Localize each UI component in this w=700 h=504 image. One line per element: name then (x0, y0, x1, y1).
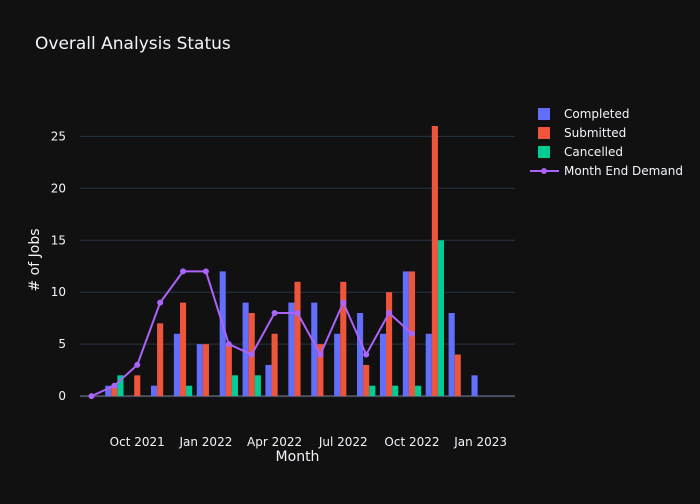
y-tick-label: 20 (51, 181, 66, 195)
bar-completed (288, 302, 295, 397)
bar-completed (357, 312, 364, 397)
bar-submitted (271, 333, 278, 397)
bar-submitted (454, 354, 461, 397)
x-tick-label: Oct 2021 (110, 435, 165, 449)
line-point (180, 268, 187, 275)
x-tick-label: Jan 2023 (453, 435, 507, 449)
bar-cancelled (117, 375, 124, 397)
bar-submitted (134, 375, 141, 397)
line-point (340, 299, 347, 306)
x-tick-label: Jul 2022 (318, 435, 368, 449)
x-tick-label: Jan 2022 (178, 435, 232, 449)
line-point (88, 393, 95, 400)
line-point (386, 309, 393, 316)
legend-marker (541, 168, 547, 174)
legend-swatch-bar (538, 127, 550, 139)
chart-title: Overall Analysis Status (35, 34, 231, 54)
legend-label: Submitted (564, 126, 626, 140)
bar-completed (448, 312, 455, 397)
bar-cancelled (415, 385, 422, 397)
bar-completed (219, 271, 226, 397)
line-point (363, 351, 370, 358)
line-point (408, 330, 415, 337)
bar-completed (173, 333, 180, 397)
bar-cancelled (254, 375, 261, 397)
bar-cancelled (437, 240, 445, 397)
line-point (271, 309, 278, 316)
bar-completed (242, 302, 249, 397)
line-point (225, 341, 232, 348)
bar-cancelled (231, 375, 238, 397)
bar-submitted (202, 344, 209, 397)
legend-label: Cancelled (564, 145, 623, 159)
line-point (111, 382, 118, 389)
bar-submitted (179, 302, 187, 397)
x-tick-label: Apr 2022 (247, 435, 302, 449)
line-point (157, 299, 164, 306)
line-point (294, 309, 301, 316)
legend-swatch-bar (538, 108, 550, 120)
bar-completed (105, 385, 112, 397)
y-tick-label: 25 (51, 129, 66, 143)
bar-cancelled (186, 385, 193, 397)
bar-submitted (111, 385, 118, 397)
bar-completed (311, 302, 318, 397)
bar-completed (334, 333, 341, 397)
y-tick-label: 15 (51, 233, 66, 247)
bar-submitted (317, 344, 324, 397)
bar-submitted (363, 364, 370, 397)
legend-label: Month End Demand (564, 164, 683, 178)
legend-label: Completed (564, 107, 629, 121)
y-tick-label: 0 (58, 389, 66, 403)
bar-completed (196, 344, 203, 397)
x-tick-label: Oct 2022 (384, 435, 439, 449)
bar-completed (150, 385, 158, 397)
bar-completed (402, 271, 409, 397)
bar-completed (471, 375, 478, 397)
legend-swatch-bar (538, 146, 550, 158)
bar-cancelled (392, 385, 399, 397)
bar-completed (265, 364, 272, 397)
line-point (317, 351, 324, 358)
bar-completed (379, 333, 387, 397)
y-tick-label: 10 (51, 285, 66, 299)
bar-submitted (431, 125, 438, 397)
bar-submitted (386, 292, 393, 397)
bar-submitted (157, 323, 164, 397)
line-point (202, 268, 209, 275)
bar-submitted (294, 281, 301, 397)
line-point (134, 361, 141, 368)
bar-cancelled (369, 385, 376, 397)
bar-submitted (340, 281, 347, 397)
line-point (248, 351, 255, 358)
y-axis-title: # of Jobs (27, 229, 43, 292)
y-tick-label: 5 (58, 337, 66, 351)
bar-completed (425, 333, 432, 397)
bar-submitted (225, 344, 232, 397)
x-axis-title: Month (276, 449, 320, 465)
